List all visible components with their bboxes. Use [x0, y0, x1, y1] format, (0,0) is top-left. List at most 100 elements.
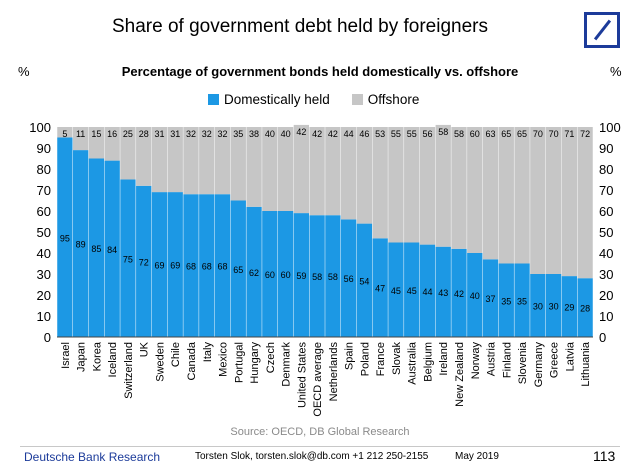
left-axis-unit: %: [18, 64, 30, 79]
bar-offshore: [498, 127, 514, 264]
data-label-offshore: 58: [454, 129, 464, 139]
bar-domestic: [325, 215, 341, 337]
legend-item-domestic: Domestically held: [208, 92, 330, 107]
y-tick-left: 90: [37, 141, 51, 156]
footer-divider: [20, 446, 620, 447]
y-tick-right: 0: [599, 330, 606, 345]
bar-domestic: [104, 160, 120, 337]
bar-offshore: [388, 127, 404, 243]
y-tick-left: 30: [37, 267, 51, 282]
bar-domestic: [514, 263, 530, 337]
data-label-offshore: 42: [296, 127, 306, 137]
bar-offshore: [136, 127, 152, 186]
x-tick-label: Chile: [170, 342, 182, 367]
bar-offshore: [246, 127, 262, 207]
bar-offshore: [199, 127, 215, 195]
data-label-offshore: 38: [249, 129, 259, 139]
data-label-offshore: 32: [186, 129, 196, 139]
x-tick-label: Greece: [549, 342, 561, 378]
y-tick-left: 0: [44, 330, 51, 345]
legend-label-offshore: Offshore: [367, 92, 420, 107]
bar-offshore: [404, 127, 420, 243]
x-tick-label: Canada: [186, 341, 198, 380]
data-label-domestic: 40: [470, 291, 480, 301]
data-label-domestic: 89: [76, 240, 86, 250]
x-tick-label: Spain: [344, 342, 356, 370]
data-label-offshore: 72: [580, 129, 590, 139]
data-label-offshore: 71: [564, 129, 574, 139]
bar-offshore: [514, 127, 530, 264]
x-tick-label: Israel: [60, 342, 72, 369]
footer-company: Deutsche Bank Research: [24, 450, 161, 464]
x-tick-label: Finland: [501, 342, 513, 378]
x-tick-label: Switzerland: [123, 342, 135, 399]
data-label-offshore: 42: [312, 129, 322, 139]
data-label-offshore: 11: [76, 129, 85, 139]
data-label-domestic: 30: [533, 302, 543, 312]
legend-label-domestic: Domestically held: [224, 92, 330, 107]
data-label-domestic: 69: [154, 261, 164, 271]
bar-offshore: [482, 127, 499, 260]
bar-offshore: [325, 127, 341, 216]
data-label-offshore: 28: [139, 129, 149, 139]
bar-domestic: [404, 242, 420, 337]
y-tick-left: 100: [29, 120, 51, 135]
bar-offshore: [151, 127, 168, 193]
data-label-domestic: 35: [501, 296, 511, 306]
data-label-domestic: 45: [391, 286, 401, 296]
data-label-offshore: 65: [517, 129, 527, 139]
chart-title: Share of government debt held by foreign…: [111, 16, 488, 37]
x-tick-label: Slovak: [391, 342, 403, 376]
bar-domestic: [262, 211, 278, 337]
bar-domestic: [277, 211, 294, 337]
data-label-offshore: 40: [265, 129, 275, 139]
data-label-domestic: 84: [107, 245, 117, 255]
x-tick-label: OECD average: [312, 342, 324, 417]
bar-domestic: [435, 246, 451, 337]
y-tick-left: 20: [37, 288, 51, 303]
x-tick-label: Czech: [265, 342, 277, 373]
data-label-domestic: 85: [91, 244, 101, 254]
y-tick-right: 40: [599, 246, 613, 261]
data-label-offshore: 5: [62, 129, 67, 139]
bar-offshore: [577, 127, 593, 279]
x-tick-label: Hungary: [249, 342, 261, 384]
x-tick-label: France: [375, 342, 387, 376]
bar-domestic: [136, 185, 152, 337]
bar-domestic: [467, 253, 483, 337]
data-label-domestic: 58: [328, 272, 338, 282]
bar-offshore: [545, 127, 562, 274]
page-number: 113: [593, 448, 616, 464]
bar-domestic: [482, 259, 499, 337]
x-tick-label: Belgium: [422, 342, 434, 382]
bar-offshore: [167, 127, 183, 193]
x-tick-label: Latvia: [564, 341, 576, 371]
bar-domestic: [451, 248, 467, 337]
y-tick-right: 80: [599, 162, 613, 177]
legend: Domestically held Offshore: [208, 92, 441, 107]
x-tick-label: Japan: [76, 342, 88, 372]
data-label-domestic: 43: [438, 288, 448, 298]
footer-date: May 2019: [455, 451, 499, 462]
x-tick-label: Slovenia: [517, 341, 529, 384]
y-tick-left: 50: [37, 225, 51, 240]
data-label-offshore: 65: [501, 129, 511, 139]
footer-author: Torsten Slok, torsten.slok@db.com +1 212…: [195, 451, 429, 462]
data-label-offshore: 63: [486, 129, 496, 139]
data-label-domestic: 60: [281, 270, 291, 280]
bar-offshore: [104, 127, 120, 161]
y-tick-right: 70: [599, 183, 613, 198]
y-tick-right: 10: [599, 309, 613, 324]
bar-offshore: [372, 127, 388, 239]
data-label-domestic: 75: [123, 254, 133, 264]
bar-offshore: [356, 127, 373, 224]
data-label-offshore: 32: [202, 129, 212, 139]
data-label-domestic: 68: [186, 262, 196, 272]
bar-offshore: [530, 127, 546, 274]
bar-offshore: [57, 127, 73, 138]
bar-domestic: [530, 274, 546, 337]
bar-offshore: [277, 127, 294, 211]
x-tick-label: Italy: [202, 342, 214, 363]
data-label-offshore: 31: [170, 129, 180, 139]
data-label-offshore: 16: [107, 129, 117, 139]
